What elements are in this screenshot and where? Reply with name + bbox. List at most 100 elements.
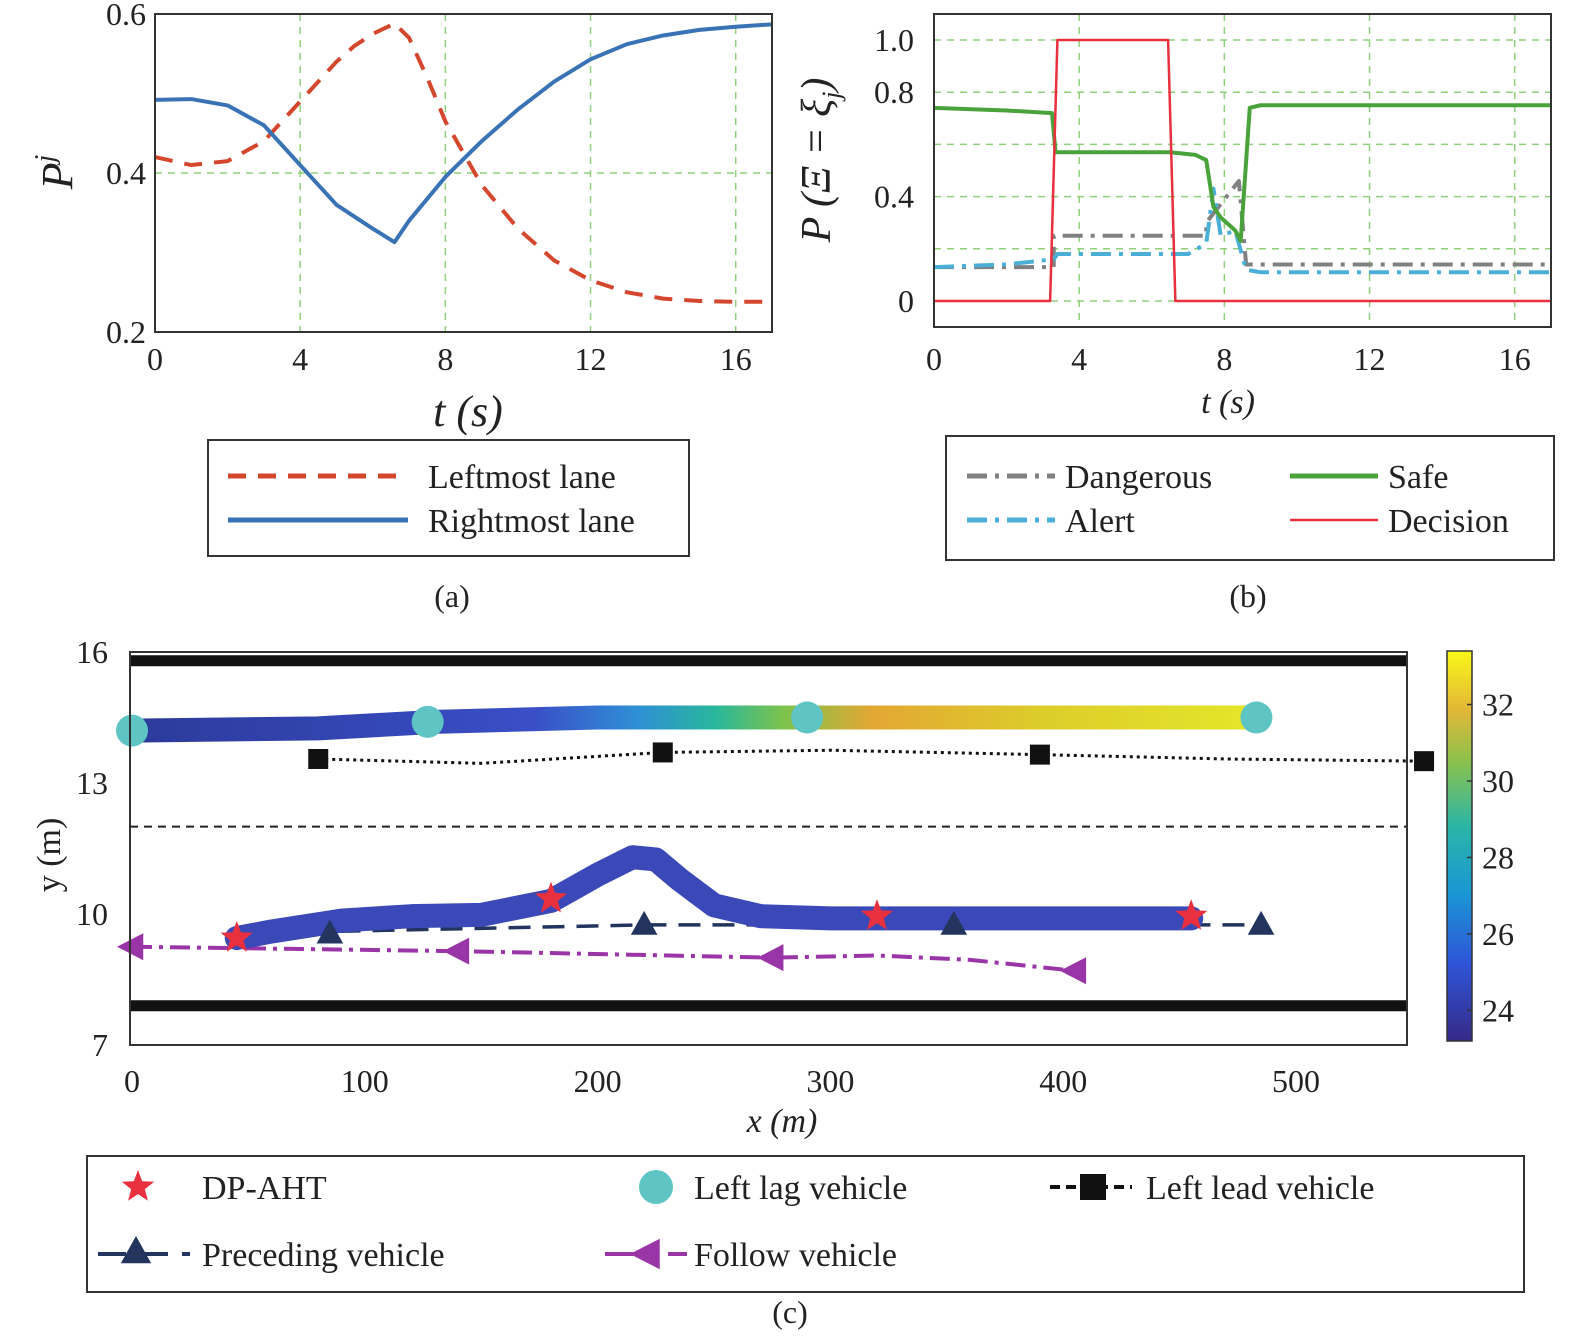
y-tick-label: 13 xyxy=(76,765,108,801)
panel-a: 0 4 8 12 16 0.2 0.4 0.6 t (s) Pj Leftmost lane R… xyxy=(30,0,773,614)
legend-label: Decision xyxy=(1388,503,1509,540)
series-lines xyxy=(154,21,773,304)
axes-frame xyxy=(154,13,773,333)
legend-box xyxy=(945,435,1555,561)
marker-triangle xyxy=(1247,910,1275,935)
x-tick-label: 16 xyxy=(1499,341,1531,377)
trajectories xyxy=(116,701,1435,985)
x-tick-label: 4 xyxy=(292,341,308,377)
y-tick-label: 0.4 xyxy=(874,179,914,215)
series-line-safe xyxy=(933,103,1551,243)
marker-star xyxy=(121,1170,155,1201)
legend-label: Rightmost lane xyxy=(428,503,635,540)
marker-circle xyxy=(1240,701,1273,734)
colorbar-tick-label: 30 xyxy=(1482,763,1514,799)
x-tick-label: 4 xyxy=(1071,341,1087,377)
x-axis-label: x (m) xyxy=(746,1103,818,1140)
x-tick-label: 8 xyxy=(437,341,453,377)
marker-triangle xyxy=(316,919,344,944)
legend-box xyxy=(207,439,690,557)
marker-square xyxy=(1029,744,1050,765)
x-tick-label: 100 xyxy=(341,1063,389,1099)
plot-area xyxy=(155,14,772,332)
x-tick-label: 500 xyxy=(1272,1063,1320,1099)
marker-triangle xyxy=(940,910,968,935)
legend-label: Dangerous xyxy=(1065,459,1212,496)
axes-frame xyxy=(933,13,1552,328)
x-tick-label: 200 xyxy=(574,1063,622,1099)
colorbar-tick-label: 24 xyxy=(1482,992,1514,1028)
x-tick-label: 300 xyxy=(806,1063,854,1099)
x-tick-label: 12 xyxy=(1354,341,1386,377)
colorbar-tick-label: 28 xyxy=(1482,839,1514,875)
y-tick-label: 0.2 xyxy=(106,314,146,350)
tick-labels: 0 100 200 300 400 500 7 10 13 16 xyxy=(76,634,1320,1099)
y-tick-label: 1.0 xyxy=(874,22,914,58)
panel-b: 0 4 8 12 16 0 0.4 0.8 1.0 t (s) P (Ξ = ξj) Dange… xyxy=(794,13,1555,614)
marker-triangle-left xyxy=(757,944,784,972)
marker-triangle-left xyxy=(630,1238,660,1270)
legend-label: DP-AHT xyxy=(202,1170,327,1207)
x-tick-label: 400 xyxy=(1039,1063,1087,1099)
series-line-rightmost-lane xyxy=(154,22,773,245)
caption-c: (c) xyxy=(772,1294,808,1330)
colorbar-scale xyxy=(1446,650,1473,1042)
x-tick-label: 0 xyxy=(147,341,163,377)
marker-star xyxy=(860,899,894,930)
marker-square xyxy=(652,742,673,763)
y-tick-label: 16 xyxy=(76,634,108,670)
marker-square xyxy=(1414,751,1435,772)
y-tick-label: 7 xyxy=(92,1027,108,1063)
legend-label: Alert xyxy=(1065,503,1135,540)
y-tick-label: 0.8 xyxy=(874,74,914,110)
y-tick-label: 0.4 xyxy=(106,155,146,191)
trajectory-follow xyxy=(131,944,1076,973)
legend: DP-AHT Left lag vehicle Left lead vehicle P… xyxy=(86,1155,1525,1293)
y-axis-label: Pj xyxy=(30,154,82,190)
legend-label: Preceding vehicle xyxy=(202,1237,445,1274)
marker-triangle xyxy=(630,910,658,935)
grid xyxy=(934,14,1551,327)
marker-star xyxy=(220,921,253,952)
marker-star xyxy=(534,881,568,913)
grid xyxy=(155,14,772,332)
series-line-alert xyxy=(933,186,1551,275)
marker-triangle-left xyxy=(442,937,470,965)
y-axis-label: P (Ξ = ξj) xyxy=(794,78,846,244)
y-tick-label: 0 xyxy=(898,283,914,319)
legend: Dangerous Alert Safe Decision xyxy=(945,435,1555,561)
colorbar: 24 26 28 30 32 xyxy=(1446,650,1514,1042)
plot-area xyxy=(934,14,1551,327)
x-tick-label: 16 xyxy=(720,341,752,377)
marker-circle xyxy=(791,701,824,734)
marker-square xyxy=(308,748,329,769)
x-axis-label: t (s) xyxy=(1201,384,1255,421)
x-tick-label: 12 xyxy=(575,341,607,377)
x-tick-label: 0 xyxy=(926,341,942,377)
legend-box xyxy=(86,1155,1525,1293)
legend-label: Leftmost lane xyxy=(428,459,616,496)
marker-triangle-left xyxy=(1059,957,1087,985)
marker-circle xyxy=(116,714,148,747)
trajectory-left-lead xyxy=(318,748,1425,765)
y-tick-label: 0.6 xyxy=(106,0,146,32)
x-tick-label: 8 xyxy=(1216,341,1232,377)
marker-circle xyxy=(411,705,444,738)
y-tick-label: 10 xyxy=(76,896,108,932)
x-axis-label: t (s) xyxy=(433,387,503,436)
legend-label: Left lead vehicle xyxy=(1146,1170,1374,1207)
colorbar-tick-label: 26 xyxy=(1482,916,1514,952)
x-tick-label: 0 xyxy=(124,1063,140,1099)
series-line-decision xyxy=(934,38,1551,303)
caption-a: (a) xyxy=(434,578,470,614)
road xyxy=(130,655,1407,1012)
panel-c: 0 100 200 300 400 500 7 10 13 16 x (m) y (m) 24 26… xyxy=(31,634,1525,1330)
legend: Leftmost lane Rightmost lane xyxy=(207,439,690,557)
y-axis-label: y (m) xyxy=(31,818,68,893)
legend-label: Left lag vehicle xyxy=(694,1170,907,1207)
tick-labels: 0 4 8 12 16 0.2 0.4 0.6 xyxy=(106,0,752,377)
marker-star xyxy=(1175,899,1208,930)
trajectory-dp-aht xyxy=(224,845,1204,951)
colorbar-tick-label: 32 xyxy=(1482,687,1514,723)
